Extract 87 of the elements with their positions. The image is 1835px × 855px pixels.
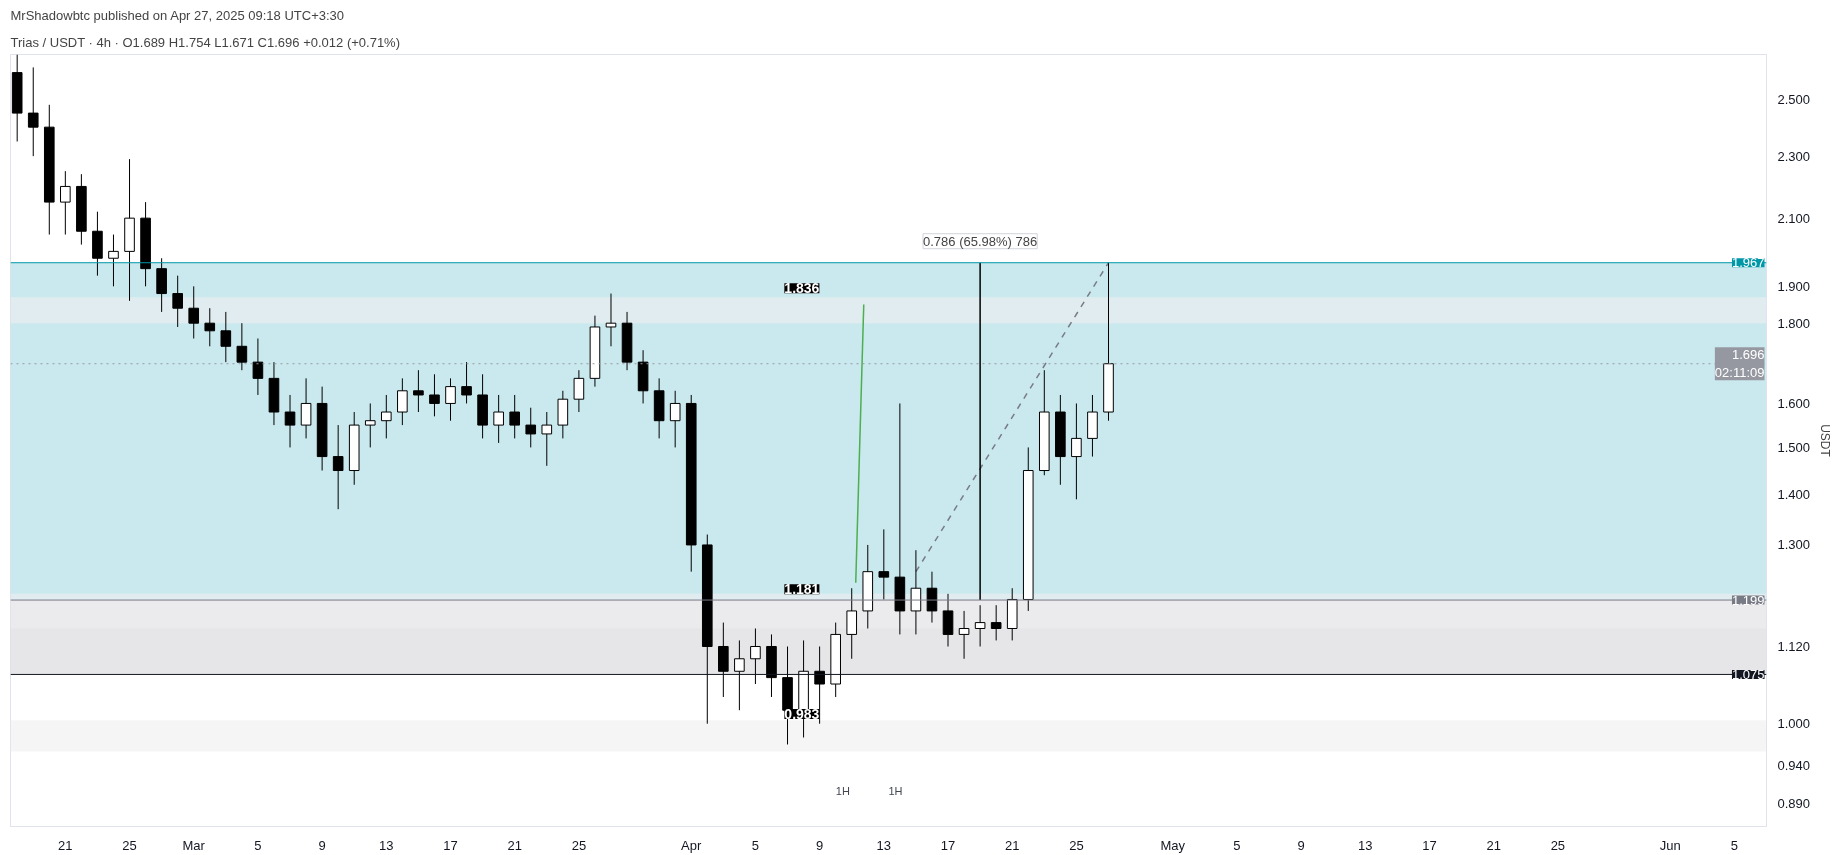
candlestick — [445, 377, 456, 422]
ref-line-label: 1.075 — [1731, 666, 1765, 682]
x-tick-label: 5 — [1233, 837, 1241, 853]
candlestick — [974, 604, 986, 647]
candlestick — [284, 394, 296, 448]
candlestick — [493, 394, 504, 444]
x-tick-label: 5 — [751, 837, 760, 853]
annotation: 1H — [835, 784, 850, 797]
y-tick-label: 1.120 — [1777, 639, 1811, 654]
y-tick-label: 1.900 — [1777, 278, 1811, 294]
y-tick-label: 0.890 — [1777, 795, 1811, 811]
x-tick-label: 5 — [254, 837, 262, 853]
candlestick — [878, 528, 890, 600]
candlestick — [910, 549, 922, 635]
y-tick-label: 2.500 — [1777, 91, 1811, 107]
y-tick-label: 1.400 — [1777, 486, 1811, 502]
x-tick-label: 9 — [816, 837, 824, 853]
candlestick — [605, 293, 617, 347]
candlestick — [942, 593, 954, 647]
candlestick — [525, 407, 537, 448]
candlestick — [413, 369, 424, 413]
candlestick — [108, 234, 119, 287]
y-tick-label: 1.500 — [1777, 439, 1811, 455]
x-tick-label: 17 — [1422, 837, 1437, 853]
y-tick-label: 1.000 — [1777, 716, 1811, 732]
x-tick-label: 5 — [1730, 837, 1739, 853]
x-tick-label: 17 — [940, 837, 956, 853]
candlestick — [1071, 402, 1082, 500]
x-tick-label: 21 — [507, 837, 522, 853]
candlestick — [380, 394, 392, 439]
y-tick-label: 2.300 — [1777, 148, 1811, 164]
candlestick — [461, 361, 472, 404]
ref-line-label: 1.696 02:11:09 — [1714, 347, 1765, 381]
ref-line-label: 1.199 — [1731, 592, 1765, 608]
band-label: 1.181 — [784, 581, 820, 598]
candlestick — [958, 610, 970, 660]
candlestick — [397, 377, 408, 426]
candlestick — [252, 338, 264, 396]
candlestick — [300, 377, 312, 439]
candlestick — [364, 402, 376, 448]
ref-line-label: 1.967 — [1731, 255, 1765, 271]
candlestick — [846, 587, 858, 660]
y-tick-label: 1.300 — [1777, 537, 1811, 553]
x-tick-label: 21 — [1486, 837, 1501, 853]
candlestick — [669, 390, 681, 448]
candlestick — [429, 373, 440, 417]
x-tick-label: 17 — [443, 837, 458, 853]
x-tick-label: Jun — [1659, 837, 1681, 853]
x-tick-label: 25 — [571, 837, 587, 853]
x-tick-label: 21 — [58, 837, 73, 853]
candlestick — [60, 170, 71, 236]
annotation: 1H — [888, 784, 903, 797]
y-axis-title: USDT — [1818, 424, 1833, 458]
x-tick-label: Apr — [681, 837, 703, 853]
series-label: 0.786 (65.98%) 786 — [923, 233, 1038, 249]
x-tick-label: May — [1160, 837, 1186, 853]
candlestick — [573, 369, 585, 413]
y-tick-label: 0.940 — [1777, 758, 1811, 774]
band-label: 0.983 — [784, 705, 820, 722]
candlestick — [332, 424, 344, 510]
candlestick — [236, 322, 248, 371]
x-tick-label: 25 — [1069, 837, 1084, 853]
y-tick-label: 1.800 — [1777, 315, 1811, 331]
x-tick-label: 9 — [318, 837, 326, 853]
x-tick-label: 9 — [1297, 837, 1305, 853]
candlestick — [188, 285, 200, 339]
y-tick-label: 1.600 — [1777, 395, 1811, 411]
candlestick — [27, 66, 39, 157]
band-label: 1.836 — [784, 280, 820, 297]
candlestick — [734, 639, 745, 711]
x-tick-label: 13 — [876, 837, 892, 853]
x-tick-label: 25 — [122, 837, 137, 853]
candlestick — [750, 627, 761, 685]
x-tick-label: Mar — [182, 837, 206, 853]
chart-title: Trias / USDT · 4h · O1.689 H1.754 L1.671 C1.696 +0.012 (+0.71%) — [10, 34, 400, 50]
x-tick-label: 21 — [1004, 837, 1020, 853]
x-tick-label: 13 — [379, 837, 394, 853]
candlestick — [509, 394, 521, 439]
text: MrShadowbtc published on Apr 27, 2025 09:18 UTC+3:30 — [10, 7, 345, 23]
candlestick — [990, 604, 1002, 641]
candlestick — [541, 411, 553, 467]
y-tick-label: 2.100 — [1777, 210, 1811, 226]
x-tick-label: 13 — [1358, 837, 1373, 853]
candlestick — [204, 307, 216, 347]
x-tick-label: 25 — [1550, 837, 1566, 853]
candlestick — [172, 275, 183, 328]
candlestick — [220, 311, 232, 363]
